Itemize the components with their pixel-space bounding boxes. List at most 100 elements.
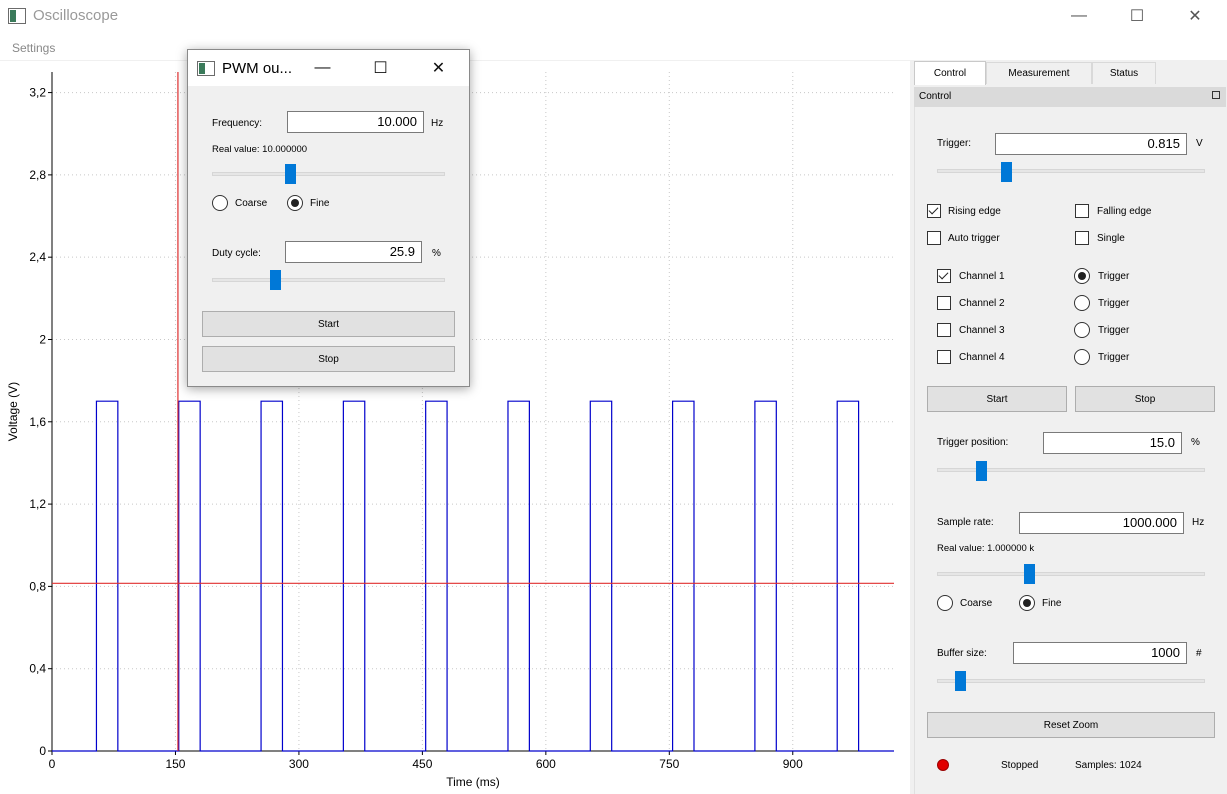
falling-edge-label: Falling edge — [1097, 206, 1152, 217]
control-panel: Control Measurement Status Control Trigg… — [910, 60, 1227, 794]
channel-4-trigger-label: Trigger — [1098, 352, 1130, 363]
minimize-button[interactable]: — — [1071, 7, 1087, 24]
close-button[interactable]: ✕ — [1188, 8, 1202, 25]
channel-1-trigger-label: Trigger — [1098, 271, 1130, 282]
trigger-slider-handle[interactable] — [1001, 162, 1013, 182]
plot-ticks: 0 150 300 450 600 750 900 0 0,4 0,8 1,2 1,6 2 2,4 2,8 3… — [29, 86, 803, 771]
trigger-position-slider-handle[interactable] — [975, 461, 987, 481]
pwm-title: PWM ou... — [222, 60, 293, 77]
frequency-slider-track[interactable] — [212, 172, 445, 176]
buffer-size-slider-track[interactable] — [937, 679, 1205, 683]
pwm-fine-label: Fine — [310, 198, 330, 209]
duty-cycle-unit: % — [432, 248, 441, 259]
channel-2-label: Channel 2 — [959, 298, 1005, 309]
channel-2-trigger-label: Trigger — [1098, 298, 1130, 309]
tab-status[interactable]: Status — [1092, 62, 1156, 84]
coarse-radio[interactable] — [937, 595, 953, 611]
buffer-size-input[interactable]: 1000 — [1013, 642, 1187, 664]
x-axis-label: Time (ms) — [446, 775, 500, 789]
buffer-size-slider-handle[interactable] — [954, 671, 966, 691]
falling-edge-checkbox[interactable] — [1075, 204, 1089, 218]
trigger-position-label: Trigger position: — [937, 437, 1009, 448]
pwm-stop-button[interactable]: Stop — [202, 346, 455, 372]
trigger-position-input[interactable]: 15.0 — [1043, 432, 1182, 454]
trigger-position-unit: % — [1191, 437, 1200, 448]
channel-3-trigger-radio[interactable] — [1074, 322, 1090, 338]
maximize-button[interactable]: ☐ — [1129, 8, 1145, 25]
channel-3-label: Channel 3 — [959, 325, 1005, 336]
buffer-size-label: Buffer size: — [937, 648, 987, 659]
y-tick-label: 2,4 — [29, 250, 46, 264]
pwm-coarse-radio[interactable] — [212, 195, 228, 211]
tab-control[interactable]: Control — [914, 61, 986, 85]
single-checkbox[interactable] — [1075, 231, 1089, 245]
pwm-maximize-button[interactable]: ☐ — [373, 60, 388, 77]
duty-cycle-label: Duty cycle: — [212, 248, 261, 259]
sample-rate-input[interactable]: 1000.000 — [1019, 512, 1184, 534]
pwm-fine-radio[interactable] — [287, 195, 303, 211]
y-tick-label: 0,8 — [29, 579, 46, 593]
sample-rate-unit: Hz — [1192, 517, 1205, 528]
start-button[interactable]: Start — [927, 386, 1067, 412]
sample-rate-real-value: Real value: 1.000000 k — [937, 543, 1035, 554]
trigger-unit: V — [1196, 138, 1203, 149]
rising-edge-checkbox[interactable] — [927, 204, 941, 218]
fine-label: Fine — [1042, 598, 1062, 609]
status-text: Stopped — [1001, 760, 1039, 771]
y-tick-label: 2,8 — [29, 168, 46, 182]
y-axis-label: Voltage (V) — [6, 382, 20, 441]
channel-4-checkbox[interactable] — [937, 350, 951, 364]
fine-radio[interactable] — [1019, 595, 1035, 611]
single-label: Single — [1097, 233, 1125, 244]
status-led — [937, 759, 949, 771]
x-tick-label: 750 — [659, 757, 679, 771]
y-tick-label: 0 — [39, 744, 46, 758]
restore-icon[interactable] — [1212, 91, 1220, 99]
channel-1-trigger-radio[interactable] — [1074, 268, 1090, 284]
auto-trigger-checkbox[interactable] — [927, 231, 941, 245]
pwm-close-button[interactable]: ✕ — [431, 60, 446, 77]
x-tick-label: 0 — [49, 757, 56, 771]
frequency-input[interactable]: 10.000 — [287, 111, 424, 133]
channel-2-checkbox[interactable] — [937, 296, 951, 310]
title-bar: Oscilloscope — ☐ ✕ — [0, 0, 1227, 34]
x-tick-label: 600 — [536, 757, 556, 771]
trigger-slider-track[interactable] — [937, 169, 1205, 173]
channel-1-label: Channel 1 — [959, 271, 1005, 282]
dock-title-bar[interactable]: Control — [914, 87, 1226, 107]
window-title: Oscilloscope — [33, 7, 119, 24]
frequency-slider-handle[interactable] — [285, 164, 297, 184]
frequency-label: Frequency: — [212, 118, 263, 129]
sample-rate-slider-track[interactable] — [937, 572, 1205, 576]
sample-rate-slider-handle[interactable] — [1024, 564, 1036, 584]
pwm-title-bar[interactable]: PWM ou... — ☐ ✕ — [188, 50, 469, 86]
pwm-minimize-button[interactable]: — — [314, 59, 331, 76]
channel-4-trigger-radio[interactable] — [1074, 349, 1090, 365]
frequency-real-value: Real value: 10.000000 — [212, 144, 308, 155]
duty-cycle-slider-track[interactable] — [212, 278, 445, 282]
pwm-start-button[interactable]: Start — [202, 311, 455, 337]
duty-cycle-input[interactable]: 25.9 — [285, 241, 422, 263]
x-tick-label: 150 — [165, 757, 185, 771]
channel-3-checkbox[interactable] — [937, 323, 951, 337]
pwm-app-icon — [197, 61, 215, 76]
stop-button[interactable]: Stop — [1075, 386, 1215, 412]
control-dock: Trigger: 0.815 V Rising edge Falling edg… — [914, 107, 1227, 794]
tab-measurement[interactable]: Measurement — [986, 62, 1092, 84]
channel-2-trigger-radio[interactable] — [1074, 295, 1090, 311]
trigger-position-slider-track[interactable] — [937, 468, 1205, 472]
pwm-output-dialog: PWM ou... — ☐ ✕ Frequency: 10.000 Hz Rea… — [187, 49, 470, 387]
reset-zoom-button[interactable]: Reset Zoom — [927, 712, 1215, 738]
buffer-size-unit: # — [1196, 648, 1202, 659]
menu-divider — [0, 60, 1227, 61]
y-tick-label: 3,2 — [29, 86, 46, 100]
trigger-level-input[interactable]: 0.815 — [995, 133, 1187, 155]
frequency-unit: Hz — [431, 118, 444, 129]
duty-cycle-slider-handle[interactable] — [269, 270, 281, 290]
x-tick-label: 300 — [289, 757, 309, 771]
y-tick-label: 1,6 — [29, 415, 46, 429]
samples-count: Samples: 1024 — [1075, 760, 1142, 771]
menu-settings[interactable]: Settings — [12, 41, 56, 55]
x-tick-label: 900 — [783, 757, 803, 771]
channel-1-checkbox[interactable] — [937, 269, 951, 283]
